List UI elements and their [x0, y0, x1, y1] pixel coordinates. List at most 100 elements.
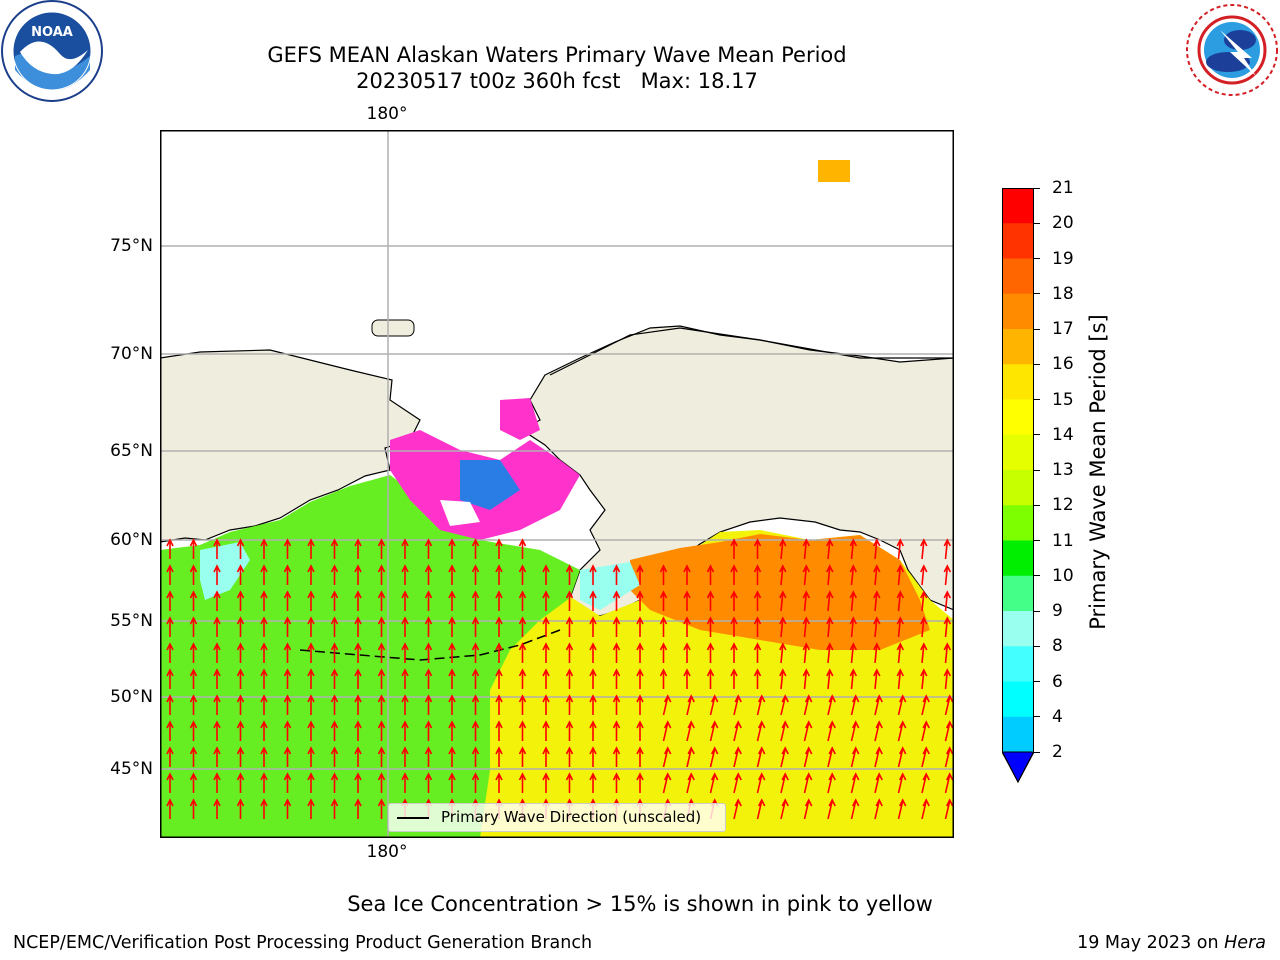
wave-direction-arrow [920, 642, 928, 664]
wave-direction-arrow [874, 746, 883, 768]
map-panel [160, 130, 954, 838]
wave-direction-arrow [921, 720, 930, 742]
wave-direction-arrow [733, 746, 742, 768]
wave-direction-arrow [518, 564, 527, 585]
wave-direction-arrow [612, 668, 621, 689]
wave-direction-arrow [565, 694, 574, 715]
colorbar-segment [1002, 646, 1034, 682]
colorbar-tick [1034, 434, 1040, 436]
wave-direction-arrow [354, 694, 362, 715]
wave-direction-arrow [401, 720, 409, 741]
wave-direction-arrow [636, 564, 644, 585]
wave-direction-arrow [636, 694, 644, 715]
wave-direction-arrow [730, 642, 738, 663]
wave-direction-arrow [850, 798, 860, 820]
wave-direction-arrow [377, 538, 386, 559]
wave-direction-arrow [779, 564, 787, 586]
wave-direction-arrow [354, 798, 362, 819]
wave-direction-arrow [330, 616, 339, 637]
wave-direction-arrow [753, 668, 762, 689]
wave-direction-arrow [354, 746, 362, 767]
wave-direction-arrow [448, 772, 456, 793]
wave-direction-arrow [873, 642, 881, 664]
wave-direction-arrow [166, 694, 174, 715]
colorbar-tick-label: 2 [1052, 742, 1063, 762]
colorbar-segment [1002, 540, 1034, 577]
wave-direction-arrow [589, 720, 597, 741]
wave-direction-arrow [330, 668, 339, 689]
wave-direction-arrow [424, 538, 433, 559]
lat-label-70: 70°N [110, 344, 153, 364]
wave-direction-arrow [802, 590, 811, 612]
wave-direction-arrow [236, 590, 245, 611]
wave-direction-arrow [448, 538, 456, 559]
lon-label-top: 180° [366, 104, 408, 124]
wave-direction-arrow [377, 668, 386, 689]
wave-direction-arrow [826, 564, 834, 586]
wave-direction-arrow [565, 642, 574, 663]
wave-direction-arrow [803, 720, 813, 742]
wave-direction-arrow [424, 616, 433, 637]
wave-direction-arrow [826, 668, 834, 690]
wave-direction-arrow [733, 694, 742, 716]
wave-direction-arrow [874, 720, 883, 742]
wave-direction-arrow [518, 694, 527, 715]
wave-direction-arrow [803, 772, 813, 794]
wave-direction-arrow [260, 746, 268, 767]
map-frame [160, 130, 954, 838]
wave-direction-arrow [377, 642, 386, 663]
colorbar-tick [1034, 681, 1040, 682]
wave-direction-arrow [495, 746, 503, 767]
wave-direction-arrow [354, 590, 362, 611]
footer-date-text: 19 May 2023 on [1077, 933, 1225, 953]
nws-logo-icon [1180, 0, 1280, 100]
wave-direction-arrow [189, 720, 198, 741]
legend-label: Primary Wave Direction (unscaled) [441, 808, 702, 826]
ocean-cyan-2 [580, 562, 640, 610]
wave-direction-arrow [495, 772, 503, 793]
sea-ice-blue [460, 460, 520, 510]
wave-direction-arrow [471, 746, 480, 767]
wave-direction-arrow [802, 668, 811, 690]
wave-direction-arrow [944, 798, 954, 820]
wave-direction-arrow [518, 772, 527, 793]
colorbar-segment [1002, 505, 1034, 541]
wave-direction-arrow [213, 772, 221, 793]
noaa-logo-text: NOAA [31, 25, 73, 40]
wave-direction-arrow [518, 642, 527, 663]
wave-direction-arrow [849, 538, 858, 560]
wave-direction-arrow [377, 590, 386, 611]
colorbar-tick-label: 19 [1052, 248, 1074, 269]
wave-direction-arrow [424, 668, 433, 689]
wave-direction-arrow [260, 720, 268, 741]
wave-direction-arrow [944, 746, 954, 768]
wave-direction-arrow [589, 564, 597, 585]
wave-direction-arrow [518, 746, 527, 767]
wave-direction-arrow [730, 616, 738, 637]
wave-direction-arrow [943, 564, 952, 586]
wave-direction-arrow [189, 538, 198, 559]
colorbar-segment [1002, 258, 1034, 295]
colorbar-tick-label: 9 [1052, 601, 1063, 621]
colorbar-tick-label: 17 [1052, 319, 1074, 339]
wave-direction-arrow [424, 746, 433, 767]
wave-direction-arrow [921, 694, 930, 716]
wave-direction-arrow [565, 616, 574, 637]
wave-direction-arrow [921, 798, 930, 820]
island-wrangel [371, 319, 415, 337]
wave-direction-arrow [471, 564, 480, 585]
wave-direction-arrow [330, 642, 339, 663]
wave-direction-arrow [686, 694, 695, 716]
wave-direction-arrow [803, 798, 813, 820]
wave-direction-arrow [424, 720, 433, 741]
wave-direction-arrow [753, 642, 762, 663]
wave-direction-arrow [236, 564, 245, 585]
wave-direction-arrow [213, 642, 221, 663]
wave-direction-arrow [377, 746, 386, 767]
wave-direction-arrow [874, 694, 883, 716]
wave-direction-arrow [706, 642, 715, 663]
wave-direction-arrow [354, 668, 362, 689]
wave-direction-arrow [236, 746, 245, 767]
wave-direction-arrow [565, 668, 574, 689]
wave-direction-arrow [260, 694, 268, 715]
